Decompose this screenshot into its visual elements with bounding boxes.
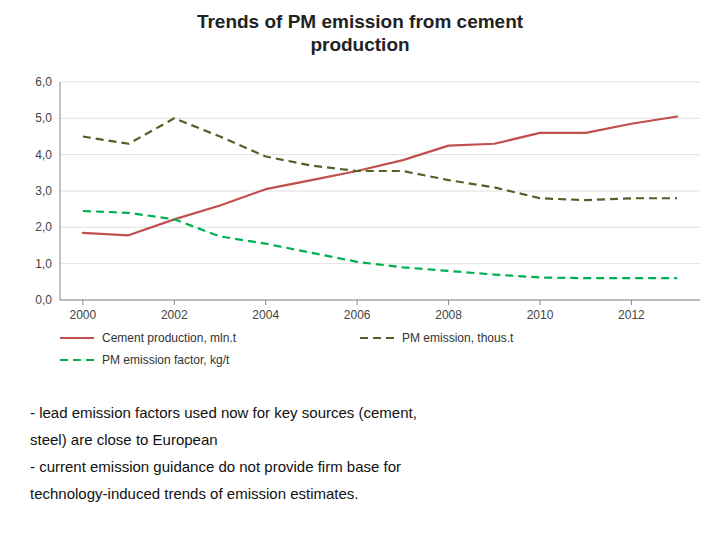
legend-swatch: [60, 359, 94, 361]
series-line: [83, 117, 677, 236]
y-tick-label: 1,0: [35, 257, 52, 271]
series-line: [83, 211, 677, 278]
y-tick-label: 5,0: [35, 111, 52, 125]
annotation: - current emission guidance do not provi…: [30, 458, 401, 475]
y-tick-label: 4,0: [35, 148, 52, 162]
x-tick-label: 2010: [527, 308, 554, 322]
x-tick-label: 2000: [70, 308, 97, 322]
x-tick-label: 2004: [252, 308, 279, 322]
grid-line: [60, 82, 700, 83]
x-tick: [448, 300, 449, 305]
x-tick-label: 2012: [618, 308, 645, 322]
legend: Cement production, mln.t PM emission, tho…: [60, 331, 514, 367]
grid-line: [60, 300, 700, 301]
x-tick-label: 2008: [435, 308, 462, 322]
x-tick: [174, 300, 175, 305]
grid-line: [60, 227, 700, 228]
x-tick-label: 2006: [344, 308, 371, 322]
y-tick-label: 3,0: [35, 184, 52, 198]
x-tick: [540, 300, 541, 305]
x-tick: [265, 300, 266, 305]
x-tick: [357, 300, 358, 305]
grid-line: [60, 118, 700, 119]
grid-line: [60, 191, 700, 192]
x-tick-label: 2002: [161, 308, 188, 322]
series-line: [83, 118, 677, 200]
grid-line: [60, 154, 700, 155]
annotation: steel) are close to European: [30, 431, 218, 448]
legend-swatch: [360, 337, 394, 339]
axes: 0,0 1,0 2,0 3,0 4,0 5,0 6,0 2000 2002 2004 2006 200…: [35, 75, 700, 322]
x-tick: [631, 300, 632, 305]
legend-swatch: [60, 337, 94, 339]
plot-lines: [83, 117, 677, 279]
y-tick-label: 6,0: [35, 75, 52, 89]
chart: Trends of PM emission from cementproduct…: [0, 0, 720, 540]
y-tick-label: 0,0: [35, 293, 52, 307]
x-axis-line: [60, 300, 700, 301]
annotation: - lead emission factors used now for key…: [30, 404, 417, 421]
y-tick-label: 2,0: [35, 220, 52, 234]
legend-label: PM emission, thous.t: [402, 331, 514, 345]
y-axis-line: [60, 82, 61, 300]
legend-label: Cement production, mln.t: [102, 331, 237, 345]
legend-label: PM emission factor, kg/t: [102, 353, 230, 367]
title: Trends of PM emission from cementproduct…: [197, 11, 524, 55]
x-tick: [82, 300, 83, 305]
annotation: technology-induced trends of emission es…: [30, 485, 359, 502]
